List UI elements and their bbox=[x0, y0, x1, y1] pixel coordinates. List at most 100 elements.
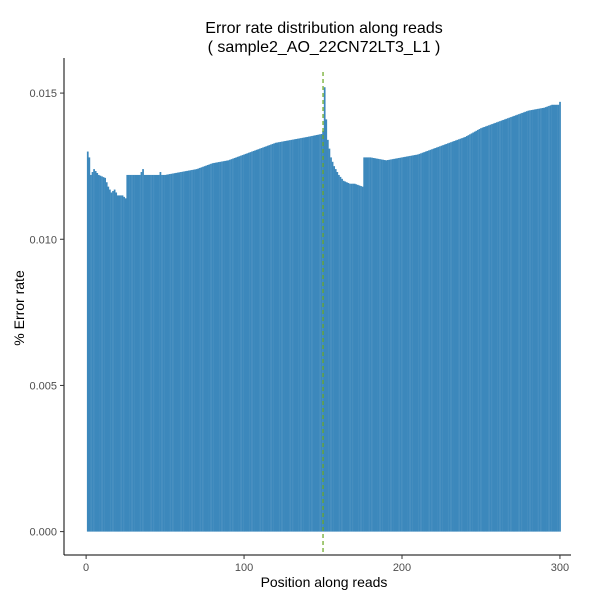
bar-pos-46 bbox=[157, 174, 160, 532]
bar-pos-129 bbox=[289, 140, 291, 532]
bar-pos-195 bbox=[393, 158, 396, 532]
bar-pos-93 bbox=[232, 158, 234, 532]
bar-pos-83 bbox=[216, 162, 219, 532]
bar-pos-58 bbox=[176, 172, 179, 532]
bar-pos-9 bbox=[99, 175, 102, 532]
bar-pos-123 bbox=[279, 141, 282, 532]
bar-pos-233 bbox=[453, 141, 456, 532]
bar-pos-107 bbox=[254, 150, 257, 532]
bar-pos-241 bbox=[465, 136, 468, 532]
bar-pos-126 bbox=[284, 141, 287, 532]
bar-pos-235 bbox=[456, 139, 459, 532]
bar-pos-149 bbox=[320, 134, 323, 532]
bar-pos-267 bbox=[507, 118, 509, 532]
x-tick-label-300: 300 bbox=[551, 562, 569, 574]
bar-pos-196 bbox=[394, 158, 397, 532]
bar-pos-152 bbox=[325, 119, 328, 532]
bar-pos-92 bbox=[230, 159, 233, 532]
bar-pos-189 bbox=[383, 160, 386, 532]
bar-pos-207 bbox=[412, 155, 414, 532]
y-axis-title: % Error rate bbox=[11, 270, 27, 346]
bar-pos-156 bbox=[331, 161, 334, 532]
bar-pos-231 bbox=[450, 142, 452, 532]
bar-pos-55 bbox=[172, 173, 174, 532]
bar-pos-94 bbox=[233, 157, 236, 532]
bar-pos-192 bbox=[388, 159, 391, 532]
bar-pos-37 bbox=[143, 174, 146, 532]
bar-pos-31 bbox=[134, 174, 137, 532]
bar-pos-77 bbox=[206, 165, 209, 532]
bar-pos-102 bbox=[246, 153, 249, 532]
bar-pos-257 bbox=[491, 124, 493, 532]
bar-pos-24 bbox=[123, 196, 125, 532]
bar-pos-6 bbox=[94, 171, 97, 532]
bar-pos-8 bbox=[97, 174, 100, 532]
bar-pos-52 bbox=[167, 174, 170, 532]
bar-pos-285 bbox=[535, 109, 538, 532]
bar-pos-199 bbox=[399, 157, 402, 532]
bar-pos-48 bbox=[161, 174, 163, 532]
bar-pos-261 bbox=[497, 121, 500, 532]
bar-pos-97 bbox=[238, 156, 241, 532]
bar-pos-251 bbox=[481, 127, 484, 532]
bar-pos-18 bbox=[113, 189, 116, 532]
bar-pos-181 bbox=[371, 157, 373, 532]
bar-pos-120 bbox=[274, 142, 277, 532]
bar-pos-140 bbox=[306, 136, 309, 532]
bar-pos-193 bbox=[390, 159, 392, 532]
bar-pos-122 bbox=[278, 142, 280, 532]
bar-pos-89 bbox=[225, 160, 228, 532]
bar-pos-133 bbox=[295, 138, 298, 532]
bar-pos-198 bbox=[398, 157, 400, 532]
bar-pos-238 bbox=[461, 138, 463, 532]
bar-pos-227 bbox=[443, 144, 446, 532]
bar-pos-271 bbox=[513, 115, 516, 532]
bar-pos-125 bbox=[282, 141, 285, 532]
bar-pos-50 bbox=[164, 174, 167, 532]
bar-pos-277 bbox=[522, 112, 525, 532]
bar-pos-47 bbox=[159, 172, 162, 532]
bar-pos-161 bbox=[339, 176, 342, 532]
bar-pos-184 bbox=[375, 158, 378, 532]
bar-pos-155 bbox=[330, 157, 332, 532]
bar-pos-73 bbox=[200, 167, 203, 532]
bar-pos-244 bbox=[470, 133, 473, 532]
bar-pos-211 bbox=[418, 153, 421, 532]
bar-pos-249 bbox=[478, 129, 481, 532]
bar-pos-103 bbox=[248, 152, 250, 532]
y-tick-label-1: 0.005 bbox=[29, 380, 57, 392]
bar-pos-255 bbox=[488, 125, 490, 532]
bar-pos-296 bbox=[552, 104, 555, 532]
bar-pos-260 bbox=[495, 122, 498, 532]
bar-pos-206 bbox=[410, 155, 413, 532]
bar-pos-106 bbox=[252, 150, 255, 532]
bar-pos-95 bbox=[235, 157, 238, 532]
bar-pos-128 bbox=[287, 140, 290, 532]
bar-pos-78 bbox=[208, 164, 211, 532]
bar-pos-147 bbox=[317, 134, 320, 532]
bar-pos-239 bbox=[462, 137, 465, 532]
bar-pos-30 bbox=[132, 174, 135, 532]
bar-pos-15 bbox=[109, 189, 111, 532]
bar-pos-293 bbox=[548, 105, 550, 532]
bar-pos-259 bbox=[494, 122, 497, 532]
bar-pos-284 bbox=[533, 109, 536, 532]
bar-pos-16 bbox=[110, 192, 113, 532]
bar-pos-85 bbox=[219, 161, 222, 532]
bar-pos-115 bbox=[266, 145, 269, 532]
bar-pos-229 bbox=[447, 143, 449, 532]
bar-pos-243 bbox=[469, 134, 471, 532]
bar-pos-62 bbox=[183, 171, 185, 532]
bar-pos-29 bbox=[131, 174, 133, 532]
bar-pos-21 bbox=[118, 195, 121, 532]
bar-pos-65 bbox=[187, 170, 190, 532]
bar-pos-245 bbox=[472, 132, 475, 532]
bar-pos-146 bbox=[315, 134, 318, 532]
bar-pos-108 bbox=[255, 149, 258, 532]
bar-pos-101 bbox=[244, 153, 247, 532]
bar-pos-96 bbox=[236, 156, 239, 532]
bar-pos-256 bbox=[489, 124, 492, 532]
bar-pos-148 bbox=[319, 134, 321, 532]
bar-pos-230 bbox=[448, 142, 451, 532]
bar-pos-283 bbox=[532, 109, 535, 532]
